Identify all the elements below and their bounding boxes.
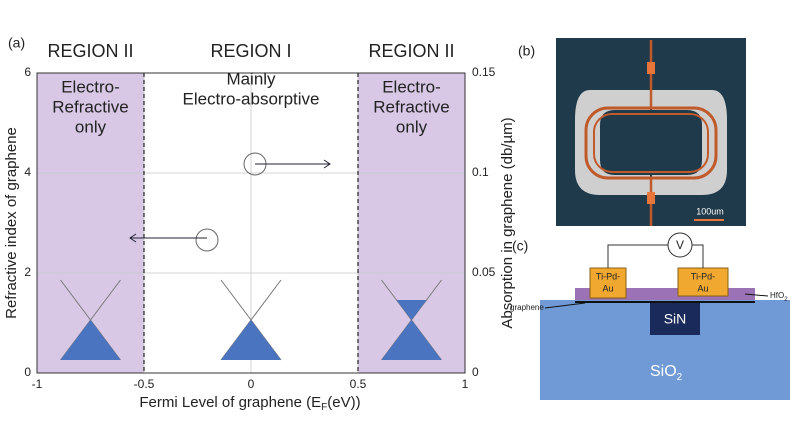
electrode-label: Au — [697, 283, 708, 293]
x-tick-label: 1 — [462, 377, 469, 391]
plot-frame — [36, 72, 466, 374]
annotation-arrow — [129, 233, 207, 243]
cone-fill — [221, 320, 281, 360]
y-axis-label: Refractive index of graphene — [3, 127, 20, 319]
region-text: only — [396, 117, 428, 136]
cone-fill — [396, 300, 427, 320]
panel-label: (b) — [518, 43, 535, 59]
y2-axis-label: Absorption in graphene (db/µm) — [499, 117, 516, 328]
y-tick-label: 0 — [24, 365, 31, 379]
annotation-arrow — [255, 159, 331, 169]
hfo2-label: HfO2 — [770, 291, 788, 302]
cone-fill — [381, 320, 442, 360]
substrate-label: SiO2 — [650, 363, 683, 382]
marker-circle — [195, 228, 219, 252]
region-text: Refractive — [373, 97, 450, 116]
y2-tick-label: 0.05 — [472, 265, 496, 279]
micrograph: 100um — [556, 38, 746, 226]
plot: 0 2 4 6 0 0.05 0.1 0.15 -1 -0.5 0 0.5 1 REGION II REGI… — [24, 41, 495, 391]
region-text: Refractive — [52, 97, 129, 116]
region-text: Mainly — [226, 69, 276, 88]
core-label: SiN — [664, 311, 687, 327]
cone-fill — [60, 320, 121, 360]
region-text: Electro- — [382, 77, 441, 96]
electrode-label: Ti-Pd- — [596, 271, 620, 281]
y-tick-label: 4 — [24, 165, 31, 179]
panel-label: (c) — [512, 238, 528, 254]
y2-tick-label: 0 — [472, 365, 479, 379]
y2-tick-label: 0.15 — [472, 65, 496, 79]
y-tick-label: 6 — [24, 65, 31, 79]
graphene-label: graphene — [510, 303, 544, 312]
region-title: REGION I — [210, 41, 291, 61]
region-text: Electro-absorptive — [182, 89, 319, 108]
x-tick-label: -1 — [32, 377, 43, 391]
region-title: REGION II — [47, 41, 133, 61]
x-tick-label: -0.5 — [134, 377, 155, 391]
device: V Ti-Pd- Au Ti-Pd- Au graphene HfO2 SiN … — [510, 232, 790, 400]
electrode-label: Au — [602, 283, 613, 293]
panel-label: (a) — [8, 35, 25, 51]
scale-bar-label: 100um — [696, 206, 724, 216]
region-text: Electro- — [61, 77, 120, 96]
x-tick-label: 0 — [248, 377, 255, 391]
y2-tick-label: 0.1 — [472, 165, 489, 179]
electrode-label: Ti-Pd- — [691, 271, 715, 281]
x-tick-label: 0.5 — [350, 377, 367, 391]
region-title: REGION II — [368, 41, 454, 61]
voltage-label: V — [676, 238, 684, 252]
y-tick-label: 2 — [24, 265, 31, 279]
x-axis-label: Fermi Level of graphene (EF(eV)) — [139, 394, 360, 413]
region-text: only — [75, 117, 107, 136]
